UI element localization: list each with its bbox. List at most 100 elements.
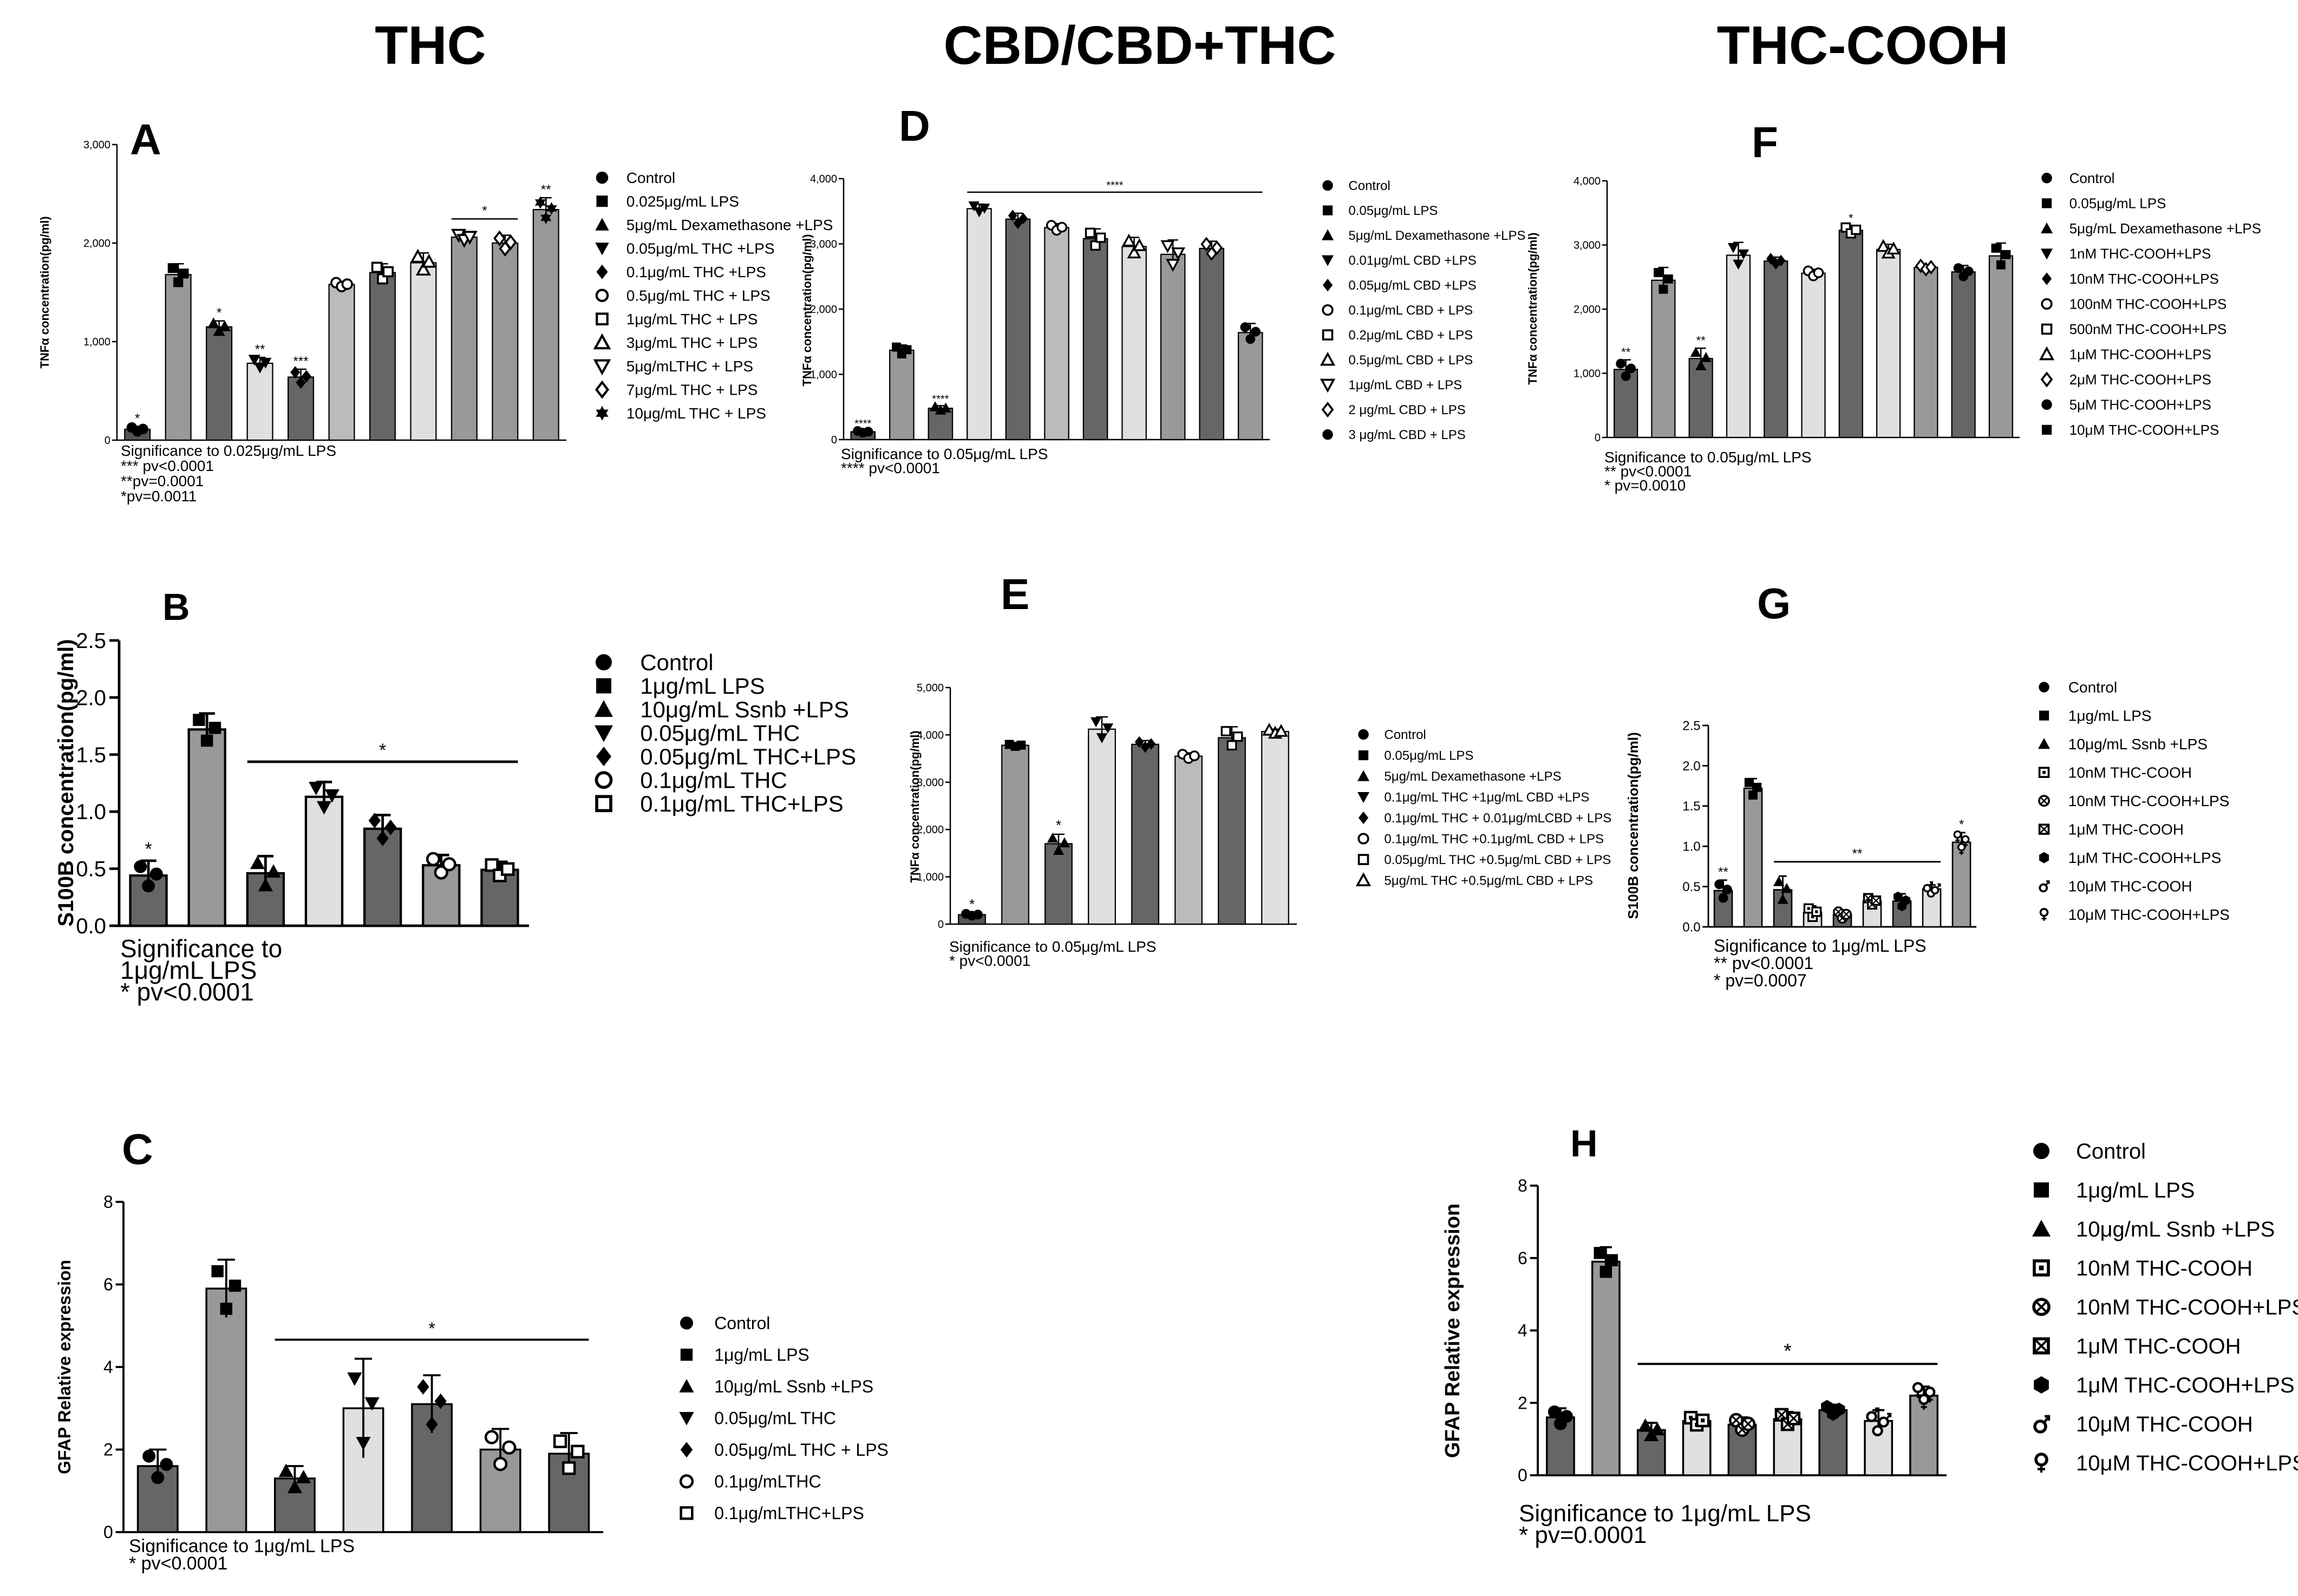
panel-d-data-point [1166,259,1180,272]
panel-d-value-annotation: **** [932,393,949,405]
panel-h-legend-marker-dot [2039,1265,2044,1271]
panel-d-data-point [1095,232,1106,243]
panel-e-bar [1131,743,1159,925]
panel-c-data-point [364,1397,380,1411]
panel-h-legend-marker-cross [2034,1338,2049,1353]
panel-g-legend-label: 10μM THC-COOH+LPS [2068,906,2230,923]
panel-c-legend-marker [679,1412,694,1425]
column-header-thc-cooh: THC-COOH [1717,15,2009,76]
panel-a-bar [165,274,192,441]
panel-c-data-point [160,1457,173,1471]
panel-d-data-point [1132,238,1147,251]
panel-f-footnote-line: * pv=0.0010 [1604,477,1686,494]
panel-b-bar [187,728,226,927]
panel-f-data-point [1700,352,1712,362]
panel-e-data-point [1090,717,1102,728]
panel-h-data-point [1912,1382,1924,1394]
panel-c-ylabel: GFAP Relative expression [55,1260,74,1474]
panel-h-data-point-arrow [1873,1407,1880,1415]
panel-g-data-point [1714,879,1725,889]
panel-b-data-point [368,813,381,829]
panel-d-footnote-line: Significance to 0.05μg/mL LPS [841,446,1048,462]
panel-e-data-point [1102,723,1114,734]
panel-h-significance-label: * [1784,1340,1792,1363]
panel-g-ytick-label: 1.5 [1682,799,1700,814]
panel-a-bar [206,326,233,441]
panel-c-legend-label: Control [714,1313,770,1333]
panel-h-data-point [1600,1265,1612,1278]
panel-f-legend-marker [2041,272,2052,285]
panel-f-data-point [1663,274,1673,284]
panel-a-data-point [493,230,506,246]
panel-g-legend-marker-cross [2040,797,2048,804]
panel-a-bar [328,284,355,441]
panel-a-data-point [290,366,301,379]
panel-b-legend-marker [595,795,612,813]
panel-a-data-point [540,211,552,225]
panel-f-data-point [1733,259,1744,270]
panel-f-legend-label: 5μg/mL Dexamethasone +LPS [2069,220,2261,237]
panel-h-legend-label: 10μg/mL Ssnb +LPS [2076,1218,2275,1241]
panel-g-data-point-dot [1815,910,1818,913]
panel-c-legend-marker [680,1349,693,1361]
panel-d-legend-label: 5μg/mL Dexamethasone +LPS [1348,228,1525,243]
panel-e-legend-marker [1358,750,1369,761]
panel-g-legend-label: 1μM THC-COOH+LPS [2068,849,2221,866]
panel-f-legend-marker [2041,424,2052,435]
panel-g-legend-label: 10nM THC-COOH [2068,764,2192,781]
panel-d-data-point [1090,240,1101,251]
panel-h-data-point-arrow [1885,1412,1892,1420]
panel-g-data-point-dot [1811,915,1814,919]
panel-g: G S100B concentration(pg/ml) 0.0 0.5 1.0 1.5 2… [1625,579,2230,990]
panel-f-legend-marker [2040,222,2053,233]
panel-a-bar [532,208,559,441]
panel-b-data-point [266,864,281,878]
panel-f-value-annotation: ** [1621,345,1631,359]
panel-a-legend-marker [596,195,608,207]
panel-d-legend-label: Control [1348,179,1390,193]
panel-f-data-point [1996,260,2006,270]
panel-a-legend-label: 7μg/mL THC + LPS [626,382,758,398]
panel-d-legend-marker [1322,180,1333,191]
panel-g-legend-label: 10nM THC-COOH+LPS [2068,793,2229,809]
panel-c-data-point [287,1480,303,1494]
panel-e-data-point [1220,726,1231,737]
panel-h-legend-label: 1μg/mL LPS [2076,1179,2195,1202]
panel-g-legend-marker [2039,883,2048,893]
panel-a-data-point [248,355,260,366]
panel-a-data-point [259,357,272,369]
panel-d-legend-label: 0.05μg/mL LPS [1348,204,1438,218]
panel-a-legend-label: Control [626,169,675,186]
panel-a-data-point [382,266,394,278]
panel-e-ylabel: TNFα concentration(pg/ml) [908,730,922,882]
panel-b-legend-label: Control [640,650,713,675]
panel-b-data-point [250,855,265,869]
panel-d-bar [1121,246,1147,441]
panel-h-ytick-label: 2 [1518,1393,1527,1412]
panel-h-data-point [1650,1422,1665,1436]
panel-d-legend-marker [1322,278,1333,292]
panel-d-data-point [1245,334,1256,344]
panel-d-legend-label: 2 μg/mL CBD + LPS [1348,403,1465,417]
panel-d-legend-marker [1321,255,1334,266]
panel-b-ytick-label: 0.0 [76,914,106,938]
panel-a-footnote-line: **pv=0.0001 [121,473,204,489]
panel-d-data-point [863,427,873,437]
panel-h-legend-label: 1μM THC-COOH [2076,1335,2241,1358]
panel-g-data-point [1718,893,1728,903]
panel-h-legend-label: 1μM THC-COOH+LPS [2076,1373,2295,1397]
panel-f-letter: F [1752,118,1778,166]
panel-a-letter: A [130,115,161,163]
panel-g-ylabel: S100B concentration(pg/ml) [1625,732,1641,919]
panel-b-data-point [134,860,147,873]
panel-e-legend-marker [1357,854,1369,865]
panel-d-bar [1237,332,1263,441]
panel-f-data-point [1851,224,1862,235]
panel-e-legend-marker [1358,811,1369,825]
panel-e-data-point [1189,750,1200,761]
panel-f-legend-label: Control [2069,170,2115,186]
panel-e-bar [1044,843,1073,925]
panel-g-data-point [1930,886,1940,894]
panel-b-ytick-label: 2.5 [76,629,106,653]
